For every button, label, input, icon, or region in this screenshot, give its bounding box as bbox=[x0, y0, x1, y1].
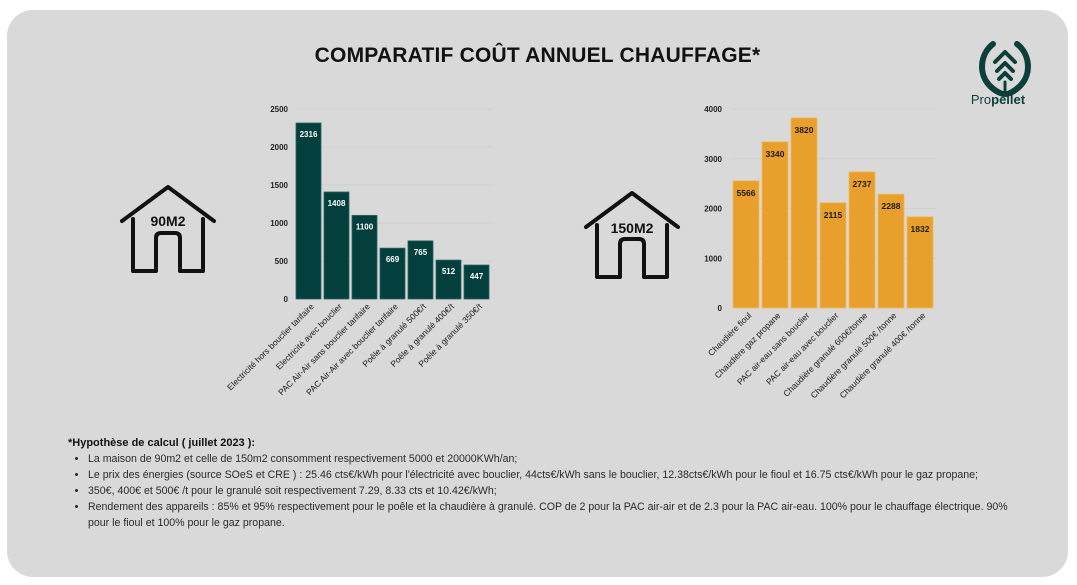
bar bbox=[295, 122, 322, 300]
bar bbox=[819, 202, 847, 309]
page-title: COMPARATIF COÛT ANNUEL CHAUFFAGE* bbox=[314, 44, 761, 67]
data-label: 1832 bbox=[911, 224, 930, 234]
notes-list: La maison de 90m2 et celle de 150m2 cons… bbox=[68, 451, 1028, 531]
data-label: 2288 bbox=[882, 201, 901, 211]
y-tick-label: 0 bbox=[718, 304, 723, 313]
data-label: 447 bbox=[470, 272, 484, 281]
note-item: Le prix des énergies (source SOeS et CRE… bbox=[88, 467, 1028, 483]
y-tick-label: 3000 bbox=[704, 155, 722, 164]
bar bbox=[435, 259, 462, 300]
calculation-notes: *Hypothèse de calcul ( juillet 2023 ): L… bbox=[68, 435, 1028, 531]
house-icon bbox=[120, 185, 216, 273]
brand-name: Propellet bbox=[970, 92, 1026, 107]
notes-heading: *Hypothèse de calcul ( juillet 2023 ): bbox=[68, 437, 256, 449]
y-tick-label: 2000 bbox=[704, 205, 722, 214]
y-tick-label: 1000 bbox=[270, 219, 288, 228]
data-label: 765 bbox=[414, 248, 428, 257]
bar bbox=[407, 240, 434, 300]
data-label: 2316 bbox=[300, 130, 318, 139]
bar bbox=[906, 216, 934, 309]
note-item: 350€, 400€ et 500€ /t pour le granulé so… bbox=[88, 483, 1028, 499]
data-label: 3340 bbox=[766, 149, 785, 159]
data-label: 669 bbox=[386, 255, 400, 264]
data-label: 2115 bbox=[824, 210, 843, 220]
data-label: 3820 bbox=[795, 125, 814, 135]
bar bbox=[379, 247, 406, 300]
y-tick-label: 500 bbox=[275, 257, 289, 266]
bar bbox=[848, 171, 876, 309]
bar bbox=[761, 141, 789, 309]
bar bbox=[790, 117, 818, 309]
bar bbox=[732, 180, 760, 309]
data-label: 2737 bbox=[853, 179, 872, 189]
y-tick-label: 1500 bbox=[270, 181, 288, 190]
data-label: 1100 bbox=[356, 222, 374, 231]
y-tick-label: 1000 bbox=[704, 254, 722, 263]
y-tick-label: 2500 bbox=[270, 105, 288, 114]
house-icon bbox=[584, 191, 680, 279]
note-item: Rendement des appareils : 85% et 95% res… bbox=[88, 499, 1028, 531]
data-label: 1408 bbox=[328, 199, 346, 208]
bar bbox=[351, 214, 378, 300]
house-size-label: 90M2 bbox=[150, 213, 186, 229]
y-tick-label: 0 bbox=[284, 295, 289, 304]
leaf-pellet-logo-icon bbox=[979, 41, 1031, 97]
y-tick-label: 4000 bbox=[704, 105, 722, 114]
house-size-label: 150M2 bbox=[610, 220, 654, 236]
note-item: La maison de 90m2 et celle de 150m2 cons… bbox=[88, 451, 1028, 467]
bar bbox=[323, 191, 350, 300]
y-tick-label: 2000 bbox=[270, 143, 288, 152]
data-label: 5566 bbox=[737, 188, 756, 198]
data-label: 512 bbox=[442, 267, 456, 276]
bar bbox=[463, 264, 490, 300]
bar bbox=[877, 193, 905, 309]
